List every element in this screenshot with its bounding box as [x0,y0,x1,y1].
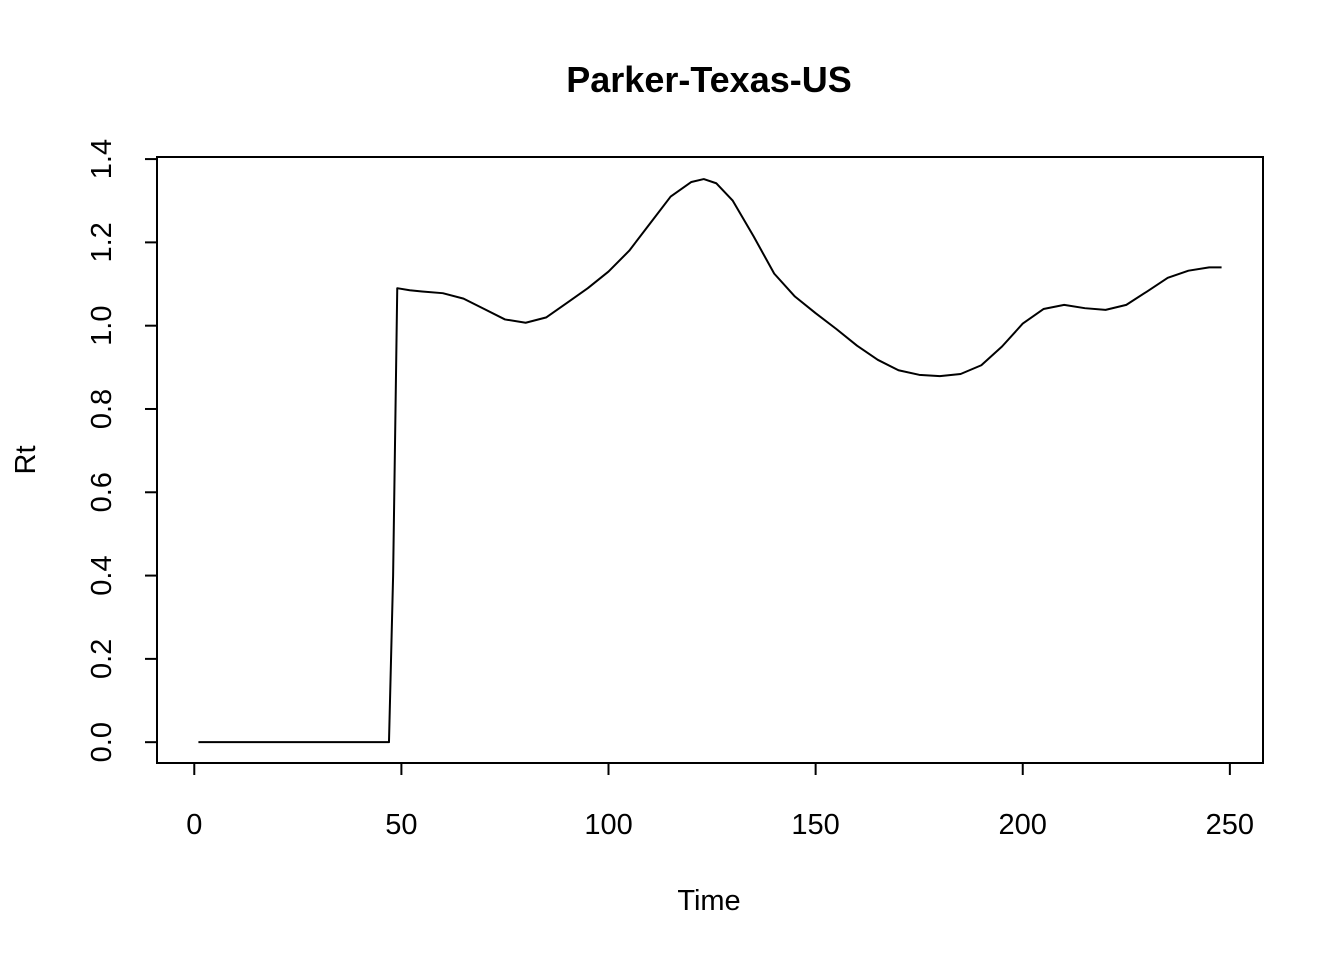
y-axis-label: Rt [10,446,42,475]
y-tick-label: 1.0 [86,306,118,346]
plot-frame [156,156,1264,764]
y-tick-label: 0.8 [86,389,118,429]
x-axis-label: Time [677,885,740,917]
x-axis: 0 50 100 150 200 250 [186,762,1254,841]
y-tick-label: 0.6 [86,472,118,512]
plot-area [198,178,1222,744]
y-tick-label: 0.0 [86,722,118,762]
y-tick-label: 1.4 [86,139,118,179]
x-tick-label: 200 [999,809,1047,841]
x-tick-label: 150 [791,809,839,841]
x-tick-label: 100 [584,809,632,841]
y-tick-label: 1.2 [86,222,118,262]
y-tick-label: 0.4 [86,555,118,595]
x-tick-label: 250 [1206,809,1254,841]
series-line-0 [198,178,1222,744]
x-tick-label: 50 [385,809,417,841]
x-tick-label: 0 [186,809,202,841]
y-axis: 0.0 0.2 0.4 0.6 0.8 1.0 1.2 1.4 [86,139,158,762]
chart-title: Parker-Texas-US [566,59,852,100]
y-tick-label: 0.2 [86,639,118,679]
